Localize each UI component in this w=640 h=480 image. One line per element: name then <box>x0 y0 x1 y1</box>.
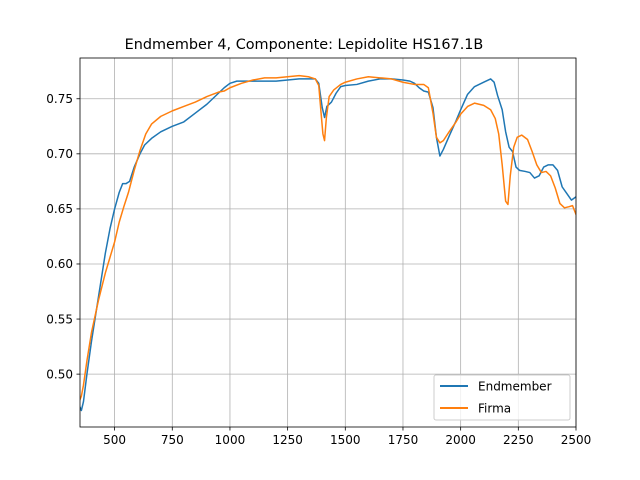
x-tick-label: 1500 <box>330 433 361 447</box>
legend: Endmember Firma <box>433 374 571 421</box>
x-tick-label: 750 <box>161 433 184 447</box>
y-tick-label: 0.60 <box>46 257 73 271</box>
x-tick-label: 1250 <box>272 433 303 447</box>
x-tick-label: 2000 <box>445 433 476 447</box>
legend-label-endmember: Endmember <box>478 380 552 394</box>
y-tick-label: 0.65 <box>46 202 73 216</box>
x-tick-label: 500 <box>103 433 126 447</box>
axes-frame <box>79 57 577 428</box>
legend-label-firma: Firma <box>478 402 511 416</box>
series-line-firma <box>80 74 576 401</box>
x-tick-label: 1750 <box>388 433 419 447</box>
chart-title: Endmember 4, Componente: Lepidolite HS16… <box>125 37 484 53</box>
y-tick-label: 0.75 <box>46 92 73 106</box>
plot-area <box>80 74 576 412</box>
x-tick-label: 2250 <box>503 433 534 447</box>
y-tick-label: 0.55 <box>46 312 73 326</box>
y-tick-label: 0.70 <box>46 147 73 161</box>
y-tick-label: 0.50 <box>46 367 73 381</box>
x-tick-label: 1000 <box>215 433 246 447</box>
x-tick-label: 2500 <box>561 433 592 447</box>
x-axis: 500 750 1000 1250 1500 1750 2000 2250 2500 <box>103 427 591 447</box>
y-axis: 0.50 0.55 0.60 0.65 0.70 0.75 <box>46 92 80 381</box>
